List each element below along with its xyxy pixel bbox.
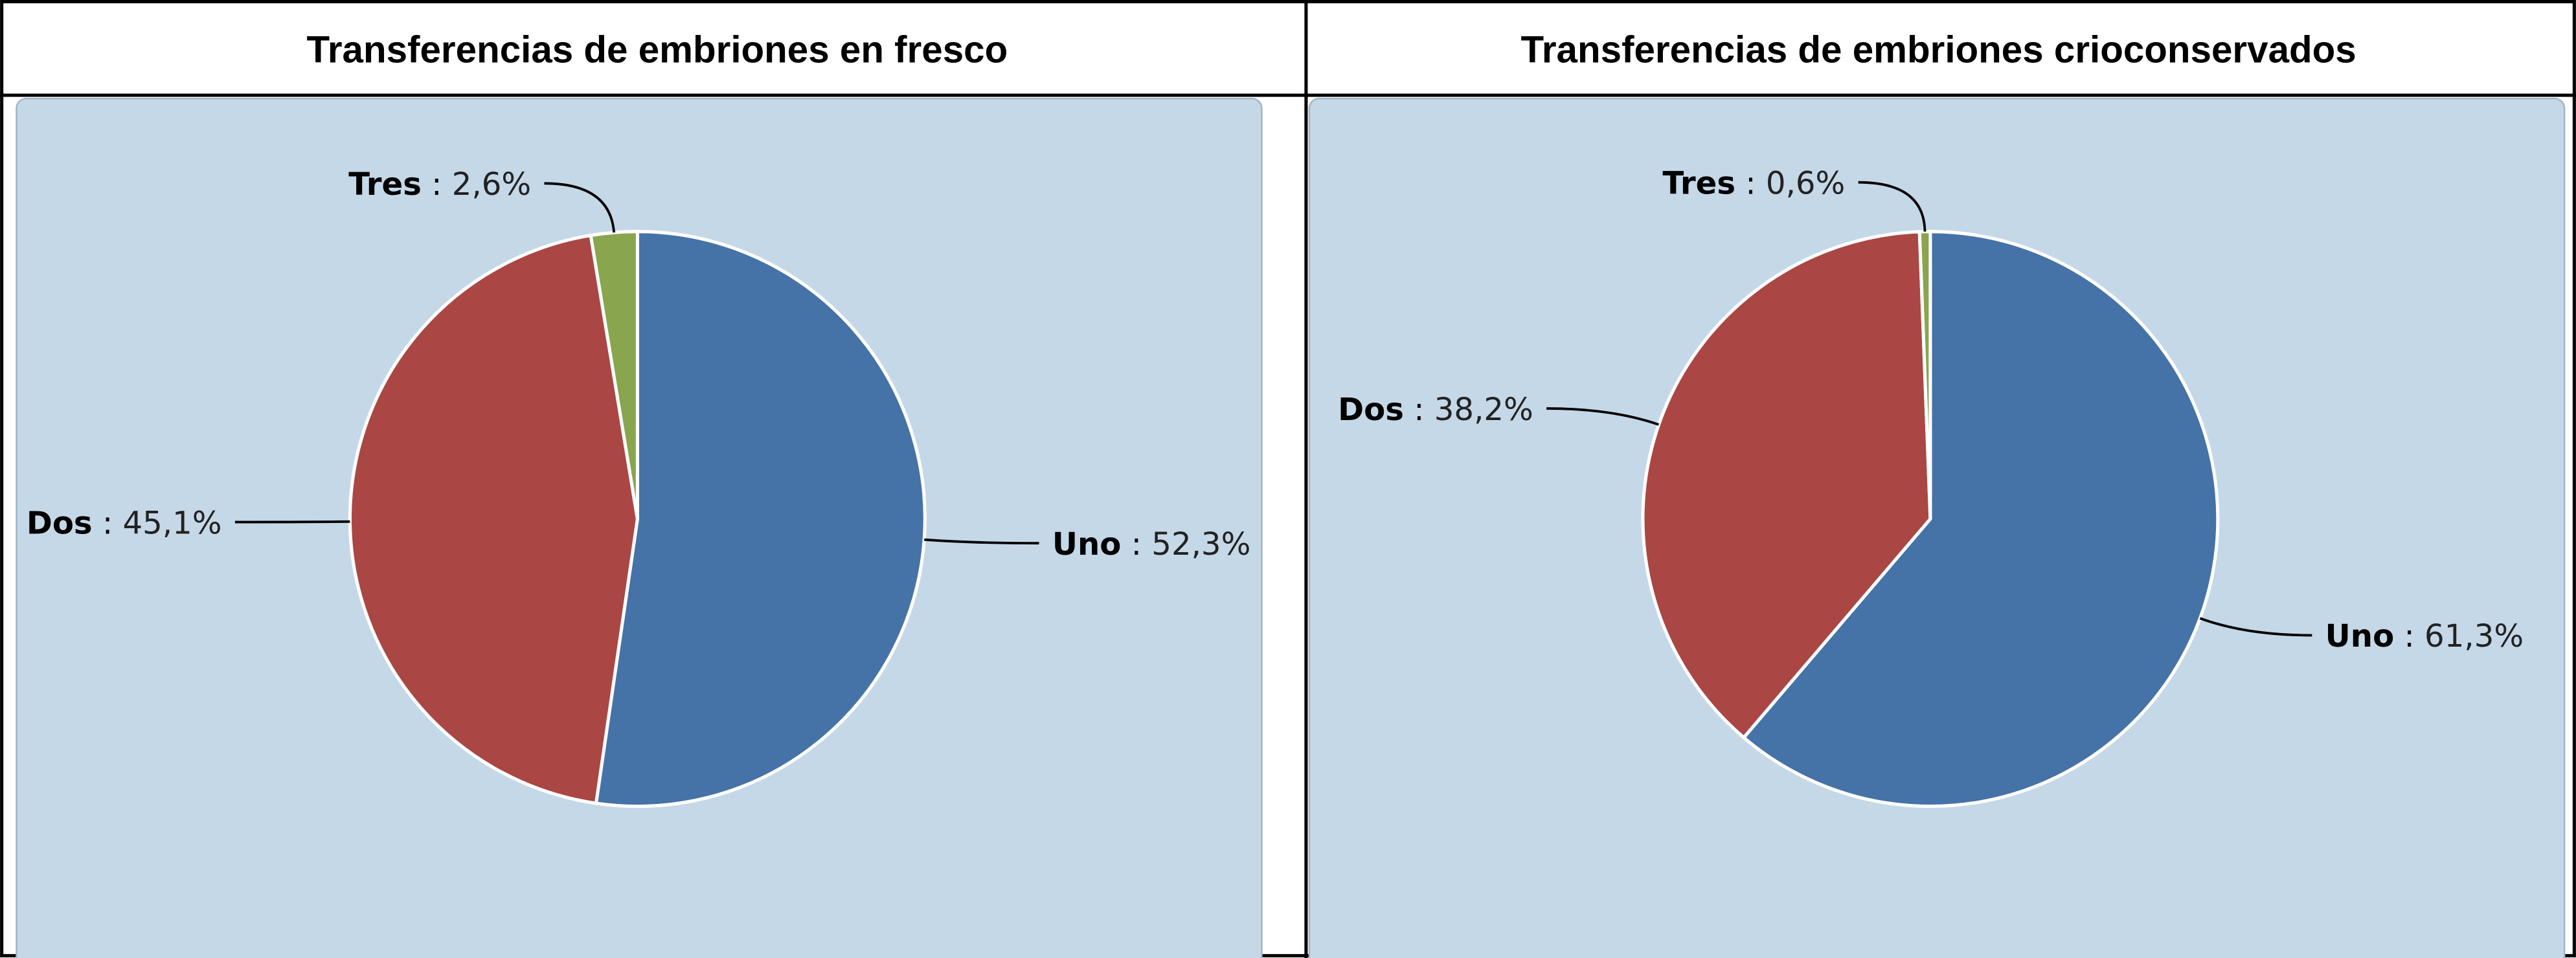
label-part: 45,1%: [123, 505, 222, 541]
leader-line: [924, 538, 1039, 545]
label-part: Tres: [348, 166, 422, 203]
leader-line: [544, 182, 616, 233]
label-part: Uno: [1052, 526, 1122, 563]
label-part: :: [1121, 526, 1151, 563]
pie-slice: [594, 230, 927, 808]
pie-slice: [589, 230, 639, 520]
label-part: 38,2%: [1434, 392, 1533, 428]
label-part: :: [1404, 392, 1434, 428]
chart-title: Transferencias de embriones en fresco: [306, 28, 1008, 71]
data-label: Tres : 0,6%: [1662, 165, 1845, 201]
data-label: Dos : 38,2%: [1338, 392, 1533, 428]
label-part: Dos: [27, 505, 93, 541]
label-part: :: [1735, 165, 1766, 201]
label-part: Uno: [2325, 618, 2395, 654]
label-part: 61,3%: [2424, 618, 2524, 654]
label-part: 52,3%: [1151, 526, 1250, 563]
label-part: :: [422, 166, 452, 203]
leader-line: [1546, 407, 1660, 426]
label-part: :: [93, 505, 123, 541]
leader-line: [1858, 181, 1926, 232]
chart: Uno : 61,3% Dos : 38,2% Tres : 0,6%: [1338, 165, 2524, 808]
label-part: Dos: [1338, 392, 1404, 428]
label-part: 2,6%: [452, 166, 531, 203]
label-part: Tres: [1662, 165, 1735, 201]
data-label: Dos : 45,1%: [27, 505, 222, 541]
label-part: 0,6%: [1766, 165, 1845, 201]
pie-slice: [1641, 230, 1932, 741]
pie-slice: [1741, 230, 2220, 808]
leader-line: [2199, 617, 2312, 637]
data-label: Tres : 2,6%: [348, 166, 531, 203]
label-part: :: [2394, 618, 2424, 654]
data-label: Uno : 61,3%: [2325, 618, 2524, 654]
data-label: Uno : 52,3%: [1052, 526, 1251, 563]
chart: Uno : 52,3% Dos : 45,1% Tres : 2,6%: [27, 166, 1251, 808]
chart-title: Transferencias de embriones crioconserva…: [1520, 28, 2356, 71]
